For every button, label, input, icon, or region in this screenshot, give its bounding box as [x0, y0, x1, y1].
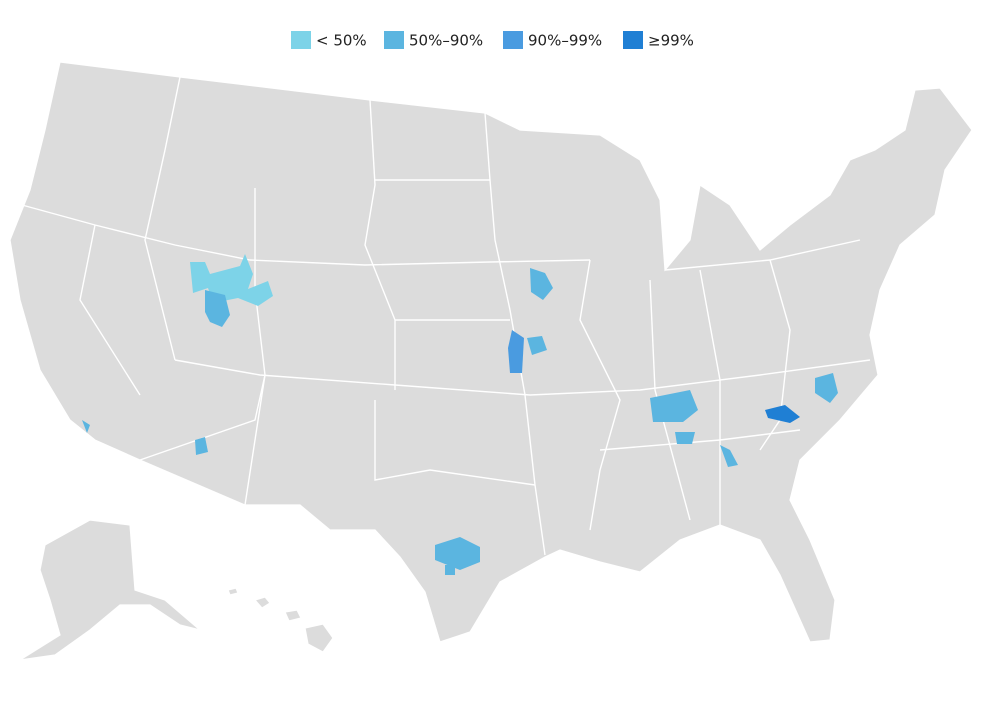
area	[530, 268, 553, 300]
legend-swatch	[384, 31, 404, 49]
area	[445, 565, 455, 575]
legend-label: < 50%	[316, 32, 367, 50]
legend-label: 50%–90%	[409, 32, 483, 50]
legend-swatch	[623, 31, 643, 49]
area	[508, 330, 524, 373]
legend: < 50% 50%–90% 90%–99% ≥99%	[291, 31, 694, 50]
legend-label: 90%–99%	[528, 32, 602, 50]
area	[720, 445, 738, 467]
state-borders	[21, 76, 871, 556]
legend-label: ≥99%	[648, 32, 694, 50]
area	[675, 432, 695, 444]
area	[82, 420, 90, 433]
area	[195, 437, 208, 455]
area	[527, 336, 547, 355]
area	[765, 405, 800, 423]
legend-swatch	[291, 31, 311, 49]
hawaii	[227, 587, 334, 653]
area	[815, 373, 838, 403]
coverage-areas	[82, 254, 838, 575]
legend-swatch	[503, 31, 523, 49]
contiguous-us	[9, 61, 973, 643]
area	[205, 290, 230, 327]
alaska	[19, 519, 201, 661]
area	[650, 390, 698, 422]
area	[435, 537, 480, 570]
